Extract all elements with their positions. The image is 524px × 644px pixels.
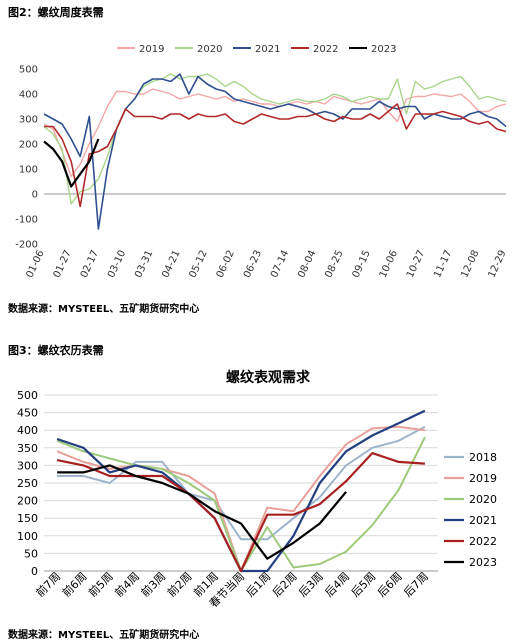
chart2-series-line-2023 [57, 464, 347, 560]
chart2-title: 螺纹表观需求 [226, 369, 311, 386]
chart2-legend: 2018 2019 2020 2021 2022 2023 [444, 451, 497, 569]
chart1-legend-label-2021: 2021 [255, 44, 280, 55]
chart2-x-tick-label: 后3周 [296, 570, 326, 600]
figure-2-title: 图2：螺纹周度表需 [8, 6, 104, 19]
chart1-series-line-2019 [43, 88, 507, 178]
chart2-x-tick-label: 后2周 [270, 570, 300, 600]
chart2-y-axis: 0 50 100 150 200 250 300 350 400 450 500 [17, 389, 38, 578]
chart2-y-tick-label: 400 [17, 424, 38, 437]
chart1-x-tick-label: 08-25 [323, 249, 345, 280]
chart1-series [43, 73, 507, 230]
chart2-y-tick-label: 0 [31, 565, 38, 578]
chart2-series-line-2021 [56, 409, 426, 573]
chart2-x-tick-label: 后7周 [401, 570, 431, 600]
chart2-x-tick-label: 前2周 [164, 569, 194, 599]
chart2-y-tick-label: 150 [17, 512, 38, 525]
chart1-x-tick-label: 11-17 [432, 249, 454, 280]
chart1-series-line-2022 [44, 103, 507, 208]
chart1-y-axis: -200 -100 0 100 200 300 400 500 [15, 65, 38, 251]
chart1-x-tick-label: 03-10 [106, 249, 128, 280]
chart2-legend-label-2020: 2020 [469, 493, 497, 506]
chart1-x-tick-label: 12-08 [459, 249, 481, 280]
chart2-x-axis: 前7周前6周前5周前4周前3周前2周前1周春节当周后1周后2周后3周后4周后5周… [33, 569, 438, 610]
chart2-series [56, 409, 426, 573]
chart1-x-tick-label: 08-04 [296, 249, 318, 280]
chart2-legend-label-2021: 2021 [469, 514, 497, 527]
chart2-legend-label-2023: 2023 [469, 556, 497, 569]
chart1-y-tick-label: 100 [19, 165, 38, 176]
chart1-x-tick-label: 10-06 [378, 249, 400, 280]
chart1-y-tick-label: 0 [32, 190, 38, 201]
chart1-series-line-2020 [43, 73, 507, 205]
chart2-x-tick-label: 后6周 [375, 570, 405, 600]
chart2-y-tick-label: 450 [17, 407, 38, 420]
figure-3-source: 数据来源：MYSTEEL、五矿期货研究中心 [8, 630, 200, 641]
chart1-x-tick-label: 05-12 [188, 249, 210, 280]
chart1-series-line-2023 [43, 138, 100, 188]
chart2-series-line-2022 [56, 451, 425, 573]
figure-2-source: 数据来源：MYSTEEL、五矿期货研究中心 [8, 304, 200, 315]
chart1-x-tick-label: 06-23 [242, 249, 264, 280]
chart1-y-tick-label: 500 [19, 65, 38, 76]
chart1-legend: 2019 2020 2021 2022 2023 [117, 44, 396, 55]
chart1-x-tick-label: 10-27 [405, 249, 427, 280]
lunar-demand-chart: 螺纹表观需求 0 50 100 150 200 250 300 350 400 450 500 前7… [17, 369, 497, 610]
chart1-x-tick-label: 09-15 [351, 249, 373, 280]
chart2-x-tick-label: 前5周 [85, 569, 115, 599]
chart2-y-tick-label: 200 [17, 495, 38, 508]
chart2-x-tick-label: 前4周 [112, 569, 142, 599]
chart2-legend-label-2022: 2022 [469, 535, 497, 548]
chart1-x-tick-label: 01-06 [24, 249, 46, 280]
chart2-y-tick-label: 500 [17, 389, 38, 402]
chart2-grid [44, 394, 438, 572]
figure-3-title: 图3：螺纹农历表需 [8, 344, 104, 357]
chart1-y-tick-label: -100 [15, 215, 38, 226]
chart2-legend-label-2018: 2018 [469, 451, 497, 464]
chart1-legend-label-2019: 2019 [139, 44, 164, 55]
chart1-y-tick-label: -200 [15, 240, 38, 251]
chart2-x-tick-label: 后4周 [322, 570, 352, 600]
chart1-x-tick-label: 02-17 [79, 249, 101, 280]
chart2-x-tick-label: 前6周 [59, 569, 89, 599]
chart1-x-tick-label: 07-14 [269, 249, 291, 280]
chart2-y-tick-label: 250 [17, 477, 38, 490]
chart2-x-tick-label: 后1周 [244, 570, 274, 600]
chart1-x-tick-label: 12-29 [486, 249, 508, 280]
chart1-x-tick-label: 03-31 [133, 249, 155, 280]
chart2-y-tick-label: 50 [24, 547, 38, 560]
chart1-legend-label-2022: 2022 [313, 44, 338, 55]
chart2-x-tick-label: 后5周 [349, 570, 379, 600]
chart2-x-tick-label: 前3周 [138, 569, 168, 599]
chart1-y-tick-label: 200 [19, 140, 38, 151]
chart1-legend-label-2023: 2023 [371, 44, 396, 55]
chart1-x-tick-label: 06-02 [215, 249, 237, 280]
chart1-y-tick-label: 400 [19, 90, 38, 101]
chart2-y-tick-label: 100 [17, 530, 38, 543]
chart2-legend-label-2019: 2019 [469, 472, 497, 485]
chart1-x-tick-label: 01-27 [52, 249, 74, 280]
chart2-y-tick-label: 350 [17, 442, 38, 455]
chart1-y-tick-label: 300 [19, 115, 38, 126]
weekly-demand-chart: 2019 2020 2021 2022 2023 -200 -100 0 100 200 300 4… [15, 44, 508, 280]
chart2-y-tick-label: 300 [17, 459, 38, 472]
chart1-legend-label-2020: 2020 [197, 44, 222, 55]
chart1-x-tick-label: 04-21 [160, 249, 182, 280]
